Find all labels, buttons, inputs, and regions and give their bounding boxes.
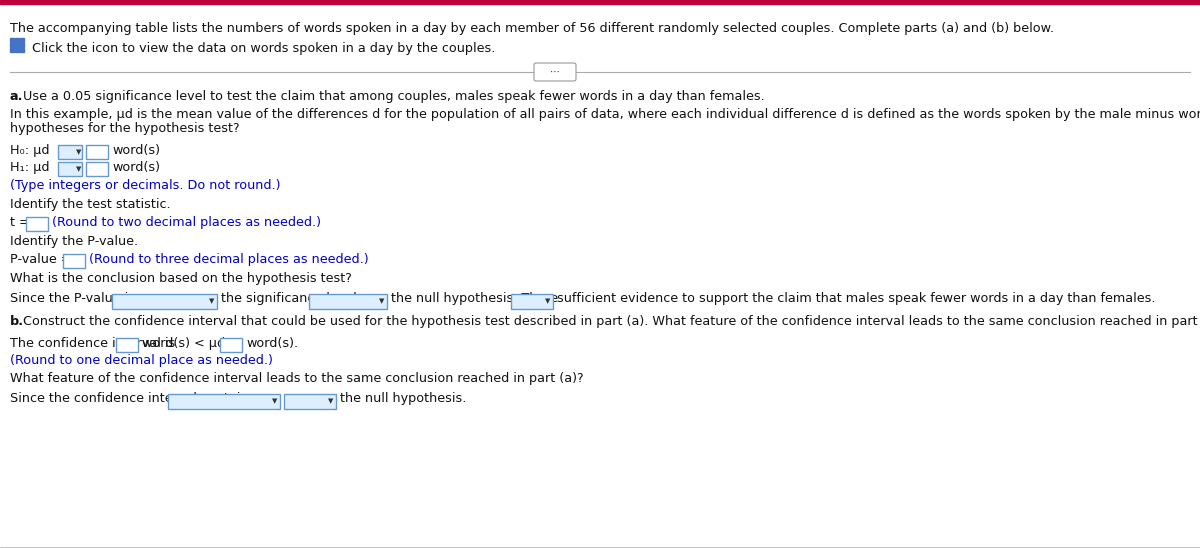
Text: word(s): word(s): [112, 161, 160, 174]
Text: t =: t =: [10, 216, 30, 229]
Text: Use a 0.05 significance level to test the claim that among couples, males speak : Use a 0.05 significance level to test th…: [19, 90, 764, 103]
Text: sufficient evidence to support the claim that males speak fewer words in a day t: sufficient evidence to support the claim…: [557, 292, 1156, 305]
Text: the null hypothesis.: the null hypothesis.: [340, 392, 467, 405]
Text: ▼: ▼: [76, 149, 82, 155]
Text: Since the P-value is: Since the P-value is: [10, 292, 134, 305]
FancyBboxPatch shape: [112, 294, 217, 309]
Text: The accompanying table lists the numbers of words spoken in a day by each member: The accompanying table lists the numbers…: [10, 22, 1054, 35]
Text: In this example, μd is the mean value of the differences d for the population of: In this example, μd is the mean value of…: [10, 108, 1200, 121]
Text: ▼: ▼: [76, 166, 82, 172]
FancyBboxPatch shape: [511, 294, 553, 309]
Text: b.: b.: [10, 315, 24, 328]
Text: word(s) < μd <: word(s) < μd <: [142, 337, 240, 350]
Text: ▼: ▼: [328, 398, 334, 404]
FancyBboxPatch shape: [220, 338, 242, 352]
Text: (Round to two decimal places as needed.): (Round to two decimal places as needed.): [52, 216, 322, 229]
Text: H₁: μd: H₁: μd: [10, 161, 49, 174]
Bar: [20, 48, 24, 52]
Text: the significance level,: the significance level,: [221, 292, 361, 305]
Text: ▼: ▼: [379, 299, 384, 305]
Bar: [14, 38, 19, 42]
Text: (Type integers or decimals. Do not round.): (Type integers or decimals. Do not round…: [10, 179, 281, 192]
FancyBboxPatch shape: [168, 394, 280, 409]
Text: H₀: μd: H₀: μd: [10, 144, 49, 157]
FancyBboxPatch shape: [284, 394, 336, 409]
Text: word(s).: word(s).: [246, 337, 298, 350]
Text: P-value =: P-value =: [10, 253, 72, 266]
Text: word(s): word(s): [112, 144, 160, 157]
Bar: [14, 48, 19, 52]
Bar: [20, 43, 24, 47]
Text: Construct the confidence interval that could be used for the hypothesis test des: Construct the confidence interval that c…: [19, 315, 1200, 328]
FancyBboxPatch shape: [64, 254, 85, 268]
FancyBboxPatch shape: [86, 145, 108, 159]
Text: Since the confidence interval contains: Since the confidence interval contains: [10, 392, 256, 405]
Text: Identify the test statistic.: Identify the test statistic.: [10, 198, 170, 211]
Text: (Round to one decimal place as needed.): (Round to one decimal place as needed.): [10, 354, 272, 367]
FancyBboxPatch shape: [116, 338, 138, 352]
Text: the null hypothesis. There: the null hypothesis. There: [391, 292, 558, 305]
Text: ▼: ▼: [272, 398, 277, 404]
Text: Identify the P-value.: Identify the P-value.: [10, 235, 138, 248]
Bar: [14, 43, 19, 47]
FancyBboxPatch shape: [58, 145, 82, 159]
Text: Click the icon to view the data on words spoken in a day by the couples.: Click the icon to view the data on words…: [32, 42, 496, 55]
Bar: [0, 0, 1200, 4]
Text: (Round to three decimal places as needed.): (Round to three decimal places as needed…: [89, 253, 368, 266]
FancyBboxPatch shape: [26, 217, 48, 231]
FancyBboxPatch shape: [534, 63, 576, 81]
Text: The confidence interval is: The confidence interval is: [10, 337, 175, 350]
Bar: [10, 38, 14, 42]
FancyBboxPatch shape: [58, 162, 82, 176]
Bar: [20, 38, 24, 42]
Text: ▼: ▼: [209, 299, 215, 305]
Bar: [10, 48, 14, 52]
Text: What feature of the confidence interval leads to the same conclusion reached in : What feature of the confidence interval …: [10, 372, 583, 385]
Text: hypotheses for the hypothesis test?: hypotheses for the hypothesis test?: [10, 122, 240, 135]
Text: ▼: ▼: [545, 299, 551, 305]
Text: ⋯: ⋯: [550, 67, 560, 77]
FancyBboxPatch shape: [86, 162, 108, 176]
Text: What is the conclusion based on the hypothesis test?: What is the conclusion based on the hypo…: [10, 272, 352, 285]
FancyBboxPatch shape: [310, 294, 386, 309]
Text: a.: a.: [10, 90, 23, 103]
Bar: [10, 43, 14, 47]
